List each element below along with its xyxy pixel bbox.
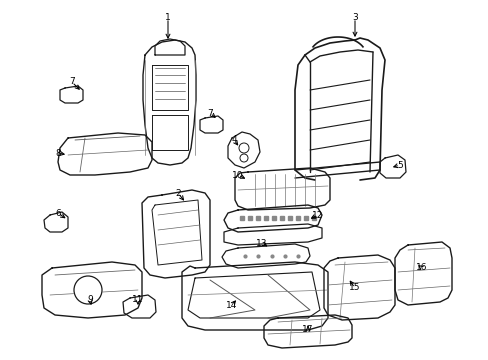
Polygon shape <box>324 255 394 320</box>
Polygon shape <box>142 40 196 165</box>
Text: 14: 14 <box>226 301 237 310</box>
Text: 10: 10 <box>232 171 243 180</box>
Polygon shape <box>227 132 260 168</box>
Text: 3: 3 <box>351 13 357 22</box>
Polygon shape <box>224 224 321 245</box>
Polygon shape <box>394 242 451 305</box>
Polygon shape <box>142 190 209 278</box>
Polygon shape <box>42 262 142 318</box>
Circle shape <box>74 276 102 304</box>
Text: 4: 4 <box>231 135 236 144</box>
Circle shape <box>240 154 247 162</box>
Polygon shape <box>200 116 223 133</box>
Polygon shape <box>155 39 184 55</box>
Polygon shape <box>235 168 329 210</box>
Polygon shape <box>58 133 152 175</box>
Polygon shape <box>182 262 327 330</box>
Text: 9: 9 <box>87 296 93 305</box>
Text: 1: 1 <box>165 13 170 22</box>
Polygon shape <box>224 205 321 232</box>
Text: 2: 2 <box>175 189 181 198</box>
Text: 17: 17 <box>302 325 313 334</box>
Text: 16: 16 <box>415 264 427 273</box>
Polygon shape <box>264 315 351 348</box>
Polygon shape <box>222 244 309 268</box>
Text: 6: 6 <box>55 208 61 217</box>
Text: 15: 15 <box>348 284 360 292</box>
Polygon shape <box>379 155 405 178</box>
Circle shape <box>239 143 248 153</box>
Polygon shape <box>44 212 68 232</box>
Text: 11: 11 <box>132 296 143 305</box>
Polygon shape <box>60 86 83 103</box>
Text: 7: 7 <box>69 77 75 86</box>
Text: 13: 13 <box>256 238 267 248</box>
Text: 7: 7 <box>207 108 212 117</box>
Text: 5: 5 <box>396 161 402 170</box>
Text: 12: 12 <box>312 211 323 220</box>
Text: 8: 8 <box>55 148 61 158</box>
Polygon shape <box>123 295 156 318</box>
